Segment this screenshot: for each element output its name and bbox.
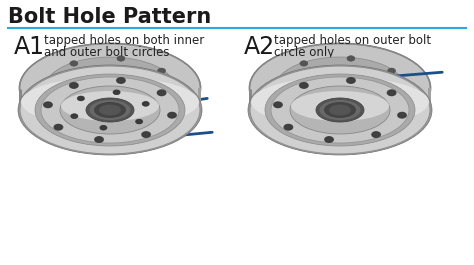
Ellipse shape (346, 77, 356, 84)
Ellipse shape (61, 91, 159, 121)
Ellipse shape (95, 137, 103, 142)
Ellipse shape (387, 89, 397, 96)
Ellipse shape (35, 74, 185, 146)
Polygon shape (428, 88, 431, 113)
Ellipse shape (45, 57, 175, 119)
Ellipse shape (290, 86, 390, 134)
Ellipse shape (116, 77, 126, 84)
Ellipse shape (299, 82, 309, 89)
Ellipse shape (371, 131, 381, 138)
Polygon shape (249, 88, 252, 113)
Ellipse shape (283, 124, 293, 131)
Ellipse shape (55, 125, 63, 130)
Ellipse shape (136, 119, 142, 124)
Text: Bolt Hole Pattern: Bolt Hole Pattern (8, 7, 211, 27)
Ellipse shape (250, 44, 430, 132)
Ellipse shape (18, 65, 202, 155)
Ellipse shape (71, 114, 78, 118)
Ellipse shape (251, 77, 429, 127)
Ellipse shape (89, 99, 131, 121)
Ellipse shape (250, 66, 430, 154)
Ellipse shape (86, 98, 134, 122)
Polygon shape (19, 88, 22, 113)
Ellipse shape (274, 80, 282, 86)
Ellipse shape (300, 69, 380, 107)
Text: and outer bolt circles: and outer bolt circles (44, 46, 170, 59)
Ellipse shape (19, 43, 201, 133)
Ellipse shape (143, 101, 149, 106)
Ellipse shape (319, 99, 361, 121)
Ellipse shape (398, 112, 406, 118)
Polygon shape (198, 88, 201, 113)
Ellipse shape (54, 124, 64, 131)
Ellipse shape (113, 90, 120, 95)
Ellipse shape (113, 90, 120, 95)
Ellipse shape (99, 104, 121, 116)
Ellipse shape (273, 101, 283, 108)
Ellipse shape (141, 131, 151, 138)
Ellipse shape (168, 112, 176, 118)
Text: tapped holes on both inner: tapped holes on both inner (44, 34, 204, 47)
Ellipse shape (94, 136, 104, 143)
Ellipse shape (156, 89, 166, 96)
Ellipse shape (300, 61, 308, 66)
Text: A2: A2 (244, 35, 275, 59)
Ellipse shape (100, 125, 107, 130)
Ellipse shape (142, 132, 150, 137)
Ellipse shape (388, 68, 396, 74)
Text: tapped holes on outer bolt: tapped holes on outer bolt (274, 34, 431, 47)
Ellipse shape (316, 98, 364, 122)
Ellipse shape (70, 61, 78, 66)
Ellipse shape (274, 102, 282, 108)
Ellipse shape (100, 125, 108, 130)
Ellipse shape (324, 102, 356, 118)
Ellipse shape (20, 44, 200, 132)
Ellipse shape (77, 96, 85, 101)
Ellipse shape (325, 137, 333, 142)
Text: circle only: circle only (274, 46, 334, 59)
Ellipse shape (324, 136, 334, 143)
Ellipse shape (347, 78, 355, 83)
Ellipse shape (158, 68, 165, 74)
Ellipse shape (265, 74, 415, 146)
Ellipse shape (291, 91, 389, 121)
Ellipse shape (41, 77, 179, 143)
Ellipse shape (60, 86, 160, 134)
Ellipse shape (329, 104, 351, 116)
Ellipse shape (20, 66, 200, 154)
Ellipse shape (158, 90, 165, 96)
Ellipse shape (117, 78, 125, 83)
Ellipse shape (249, 43, 431, 133)
Ellipse shape (70, 113, 78, 119)
Ellipse shape (78, 96, 84, 101)
Ellipse shape (94, 102, 126, 118)
Ellipse shape (70, 83, 78, 88)
Ellipse shape (271, 77, 409, 143)
Ellipse shape (248, 65, 432, 155)
Ellipse shape (284, 125, 292, 130)
Ellipse shape (372, 132, 380, 137)
Text: A1: A1 (14, 35, 45, 59)
Ellipse shape (44, 102, 52, 108)
Ellipse shape (275, 57, 405, 119)
Ellipse shape (135, 119, 143, 124)
Ellipse shape (142, 101, 150, 107)
Ellipse shape (21, 77, 199, 127)
Ellipse shape (347, 56, 355, 61)
Ellipse shape (388, 90, 396, 96)
Ellipse shape (167, 112, 177, 119)
Ellipse shape (117, 56, 125, 61)
Ellipse shape (43, 101, 53, 108)
Ellipse shape (44, 80, 52, 86)
Ellipse shape (69, 82, 79, 89)
Ellipse shape (397, 112, 407, 119)
Ellipse shape (300, 83, 308, 88)
Ellipse shape (70, 69, 150, 107)
